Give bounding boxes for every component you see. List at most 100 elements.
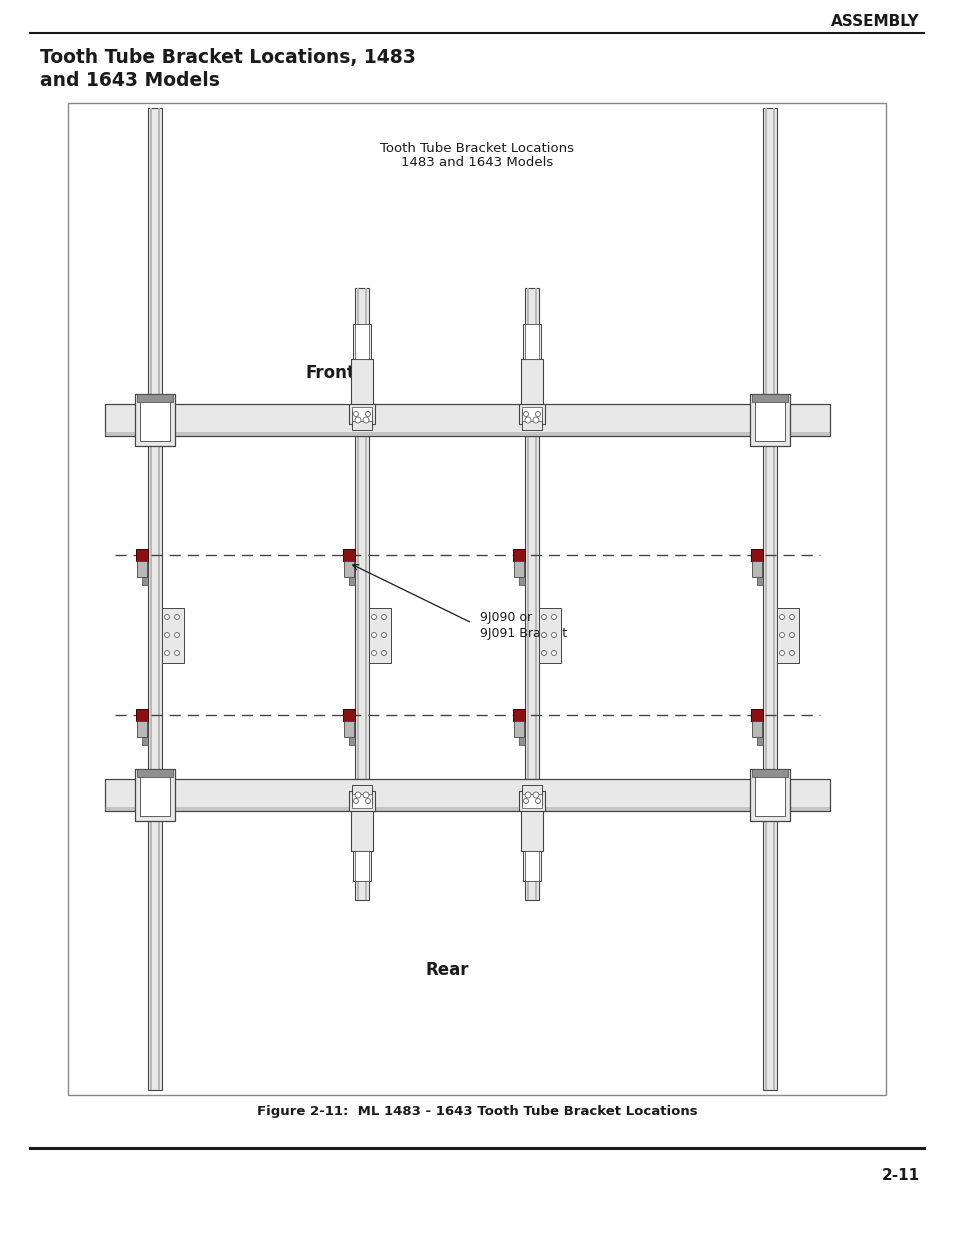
Bar: [535, 436, 537, 779]
Circle shape: [524, 417, 531, 424]
Circle shape: [164, 615, 170, 620]
Bar: [762, 811, 776, 1091]
Circle shape: [363, 417, 369, 424]
Bar: [105, 806, 829, 811]
Bar: [521, 785, 541, 805]
Bar: [150, 107, 152, 404]
Bar: [158, 436, 160, 779]
Bar: [148, 436, 162, 779]
Bar: [524, 851, 538, 881]
Circle shape: [164, 632, 170, 637]
Text: Rear: Rear: [425, 961, 468, 979]
Bar: [369, 608, 391, 662]
Bar: [137, 721, 147, 737]
Circle shape: [354, 799, 358, 804]
Bar: [355, 324, 369, 359]
Circle shape: [354, 411, 358, 416]
Bar: [521, 794, 541, 808]
Circle shape: [789, 651, 794, 656]
Bar: [772, 811, 774, 1091]
Bar: [521, 410, 541, 430]
Circle shape: [779, 651, 783, 656]
Bar: [349, 790, 375, 811]
Circle shape: [541, 651, 546, 656]
Bar: [349, 404, 375, 424]
Bar: [137, 769, 172, 777]
Bar: [355, 436, 369, 779]
Bar: [518, 404, 544, 424]
Bar: [105, 404, 829, 436]
Circle shape: [535, 799, 540, 804]
Bar: [352, 794, 372, 808]
Circle shape: [535, 411, 540, 416]
Text: Tooth Tube Bracket Locations: Tooth Tube Bracket Locations: [379, 142, 574, 154]
Bar: [776, 608, 799, 662]
Circle shape: [381, 615, 386, 620]
Bar: [518, 737, 524, 745]
Bar: [514, 561, 523, 577]
Bar: [365, 288, 367, 404]
Bar: [68, 103, 885, 1095]
Bar: [518, 577, 524, 585]
Bar: [520, 811, 542, 851]
Circle shape: [174, 615, 179, 620]
Bar: [343, 550, 355, 561]
Bar: [135, 769, 174, 821]
Bar: [105, 432, 829, 436]
Circle shape: [541, 632, 546, 637]
Bar: [142, 577, 148, 585]
Bar: [162, 608, 184, 662]
Bar: [355, 811, 369, 900]
Bar: [750, 550, 762, 561]
Circle shape: [541, 615, 546, 620]
Bar: [355, 851, 369, 881]
Bar: [353, 851, 371, 881]
Bar: [762, 107, 776, 404]
Circle shape: [551, 651, 556, 656]
Bar: [535, 811, 537, 900]
Circle shape: [164, 651, 170, 656]
Text: Tooth Tube Bracket Locations, 1483: Tooth Tube Bracket Locations, 1483: [40, 48, 416, 68]
Bar: [137, 394, 172, 403]
Bar: [764, 811, 766, 1091]
Bar: [150, 436, 152, 779]
Circle shape: [355, 792, 360, 798]
Bar: [521, 408, 541, 421]
Bar: [762, 436, 776, 779]
Bar: [524, 811, 538, 900]
Circle shape: [551, 632, 556, 637]
Bar: [356, 288, 358, 404]
Bar: [140, 774, 170, 816]
Bar: [522, 324, 540, 359]
Text: Figure 2-11:  ML 1483 - 1643 Tooth Tube Bracket Locations: Figure 2-11: ML 1483 - 1643 Tooth Tube B…: [256, 1105, 697, 1119]
Circle shape: [789, 632, 794, 637]
Bar: [356, 436, 358, 779]
Bar: [148, 811, 162, 1091]
Bar: [135, 394, 174, 446]
Bar: [137, 561, 147, 577]
Circle shape: [533, 417, 538, 424]
Bar: [365, 436, 367, 779]
Bar: [524, 324, 538, 359]
Bar: [518, 790, 544, 811]
Bar: [365, 811, 367, 900]
Bar: [344, 721, 354, 737]
Text: ASSEMBLY: ASSEMBLY: [830, 15, 919, 30]
Bar: [105, 779, 829, 811]
Bar: [772, 107, 774, 404]
Bar: [750, 709, 762, 721]
Circle shape: [371, 632, 376, 637]
Bar: [356, 811, 358, 900]
Text: 9J090 or: 9J090 or: [479, 611, 532, 625]
Bar: [355, 288, 369, 404]
Bar: [352, 785, 372, 805]
Circle shape: [533, 792, 538, 798]
Bar: [148, 107, 162, 404]
Bar: [352, 408, 372, 421]
Bar: [757, 737, 762, 745]
Circle shape: [779, 632, 783, 637]
Circle shape: [363, 792, 369, 798]
Bar: [749, 394, 789, 446]
Bar: [344, 561, 354, 577]
Bar: [535, 288, 537, 404]
